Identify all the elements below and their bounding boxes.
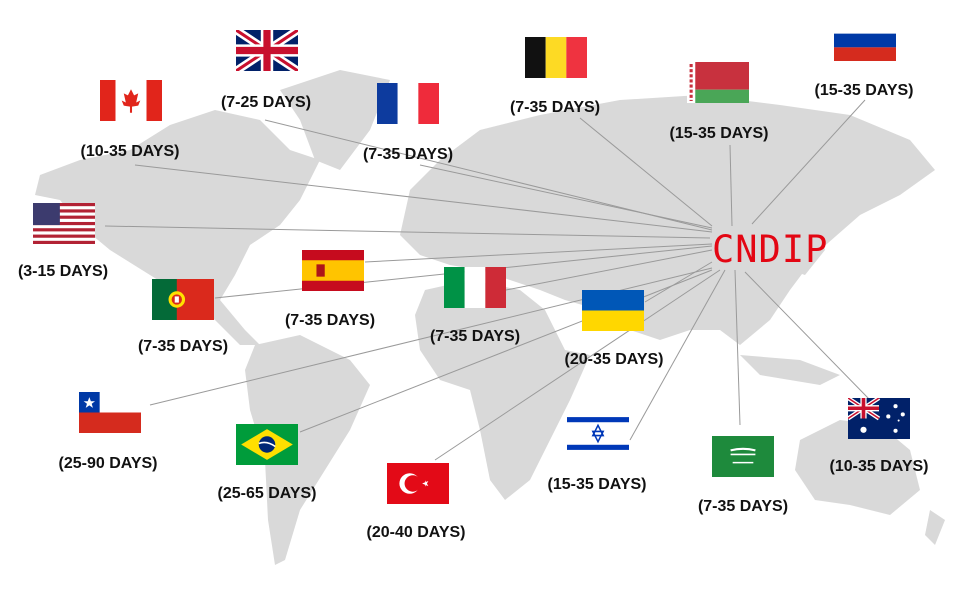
uk-flag-icon xyxy=(236,30,298,71)
australia xyxy=(795,420,920,515)
destination-label: (10-35 DAYS) xyxy=(829,458,929,475)
spain-flag-icon xyxy=(302,250,364,291)
destination-label: (3-15 DAYS) xyxy=(17,263,109,280)
destination-label: (7-35 DAYS) xyxy=(362,146,454,163)
saudi-arabia-flag-icon xyxy=(712,436,774,477)
brazil-flag-icon xyxy=(236,424,298,465)
destination-label: (7-35 DAYS) xyxy=(137,338,229,355)
destination-label: (25-65 DAYS) xyxy=(217,485,317,502)
france-flag-icon xyxy=(377,83,439,124)
portugal-flag-icon xyxy=(152,279,214,320)
australia-flag-icon xyxy=(848,398,910,439)
turkey-flag-icon xyxy=(387,463,449,504)
new-zealand xyxy=(925,510,945,545)
canada-flag-icon xyxy=(100,80,162,121)
destination-label: (7-35 DAYS) xyxy=(429,328,521,345)
eurasia xyxy=(400,95,935,345)
south-america xyxy=(245,335,370,565)
destination-label: (7-35 DAYS) xyxy=(284,312,376,329)
destination-label: (20-35 DAYS) xyxy=(564,351,664,368)
italy-flag-icon xyxy=(444,267,506,308)
destination-label: (15-35 DAYS) xyxy=(814,82,914,99)
greenland xyxy=(280,70,390,170)
chile-flag-icon xyxy=(79,392,141,433)
destination-label: (20-40 DAYS) xyxy=(366,524,466,541)
usa-flag-icon xyxy=(33,203,95,244)
destination-label: (10-35 DAYS) xyxy=(80,143,180,160)
brand-logo-text: CNDIP xyxy=(712,228,829,271)
israel-flag-icon xyxy=(567,413,629,454)
russia-flag-icon xyxy=(834,20,896,61)
destination-label: (7-35 DAYS) xyxy=(509,99,601,116)
destination-label: (25-90 DAYS) xyxy=(58,455,158,472)
belgium-flag-icon xyxy=(525,37,587,78)
destination-label: (15-35 DAYS) xyxy=(547,476,647,493)
destination-label: (7-25 DAYS) xyxy=(220,94,312,111)
destination-label: (7-35 DAYS) xyxy=(697,498,789,515)
indonesia xyxy=(740,355,840,385)
ukraine-flag-icon xyxy=(582,290,644,331)
destination-label: (15-35 DAYS) xyxy=(669,125,769,142)
belarus-flag-icon xyxy=(687,62,749,103)
japan xyxy=(790,220,825,275)
